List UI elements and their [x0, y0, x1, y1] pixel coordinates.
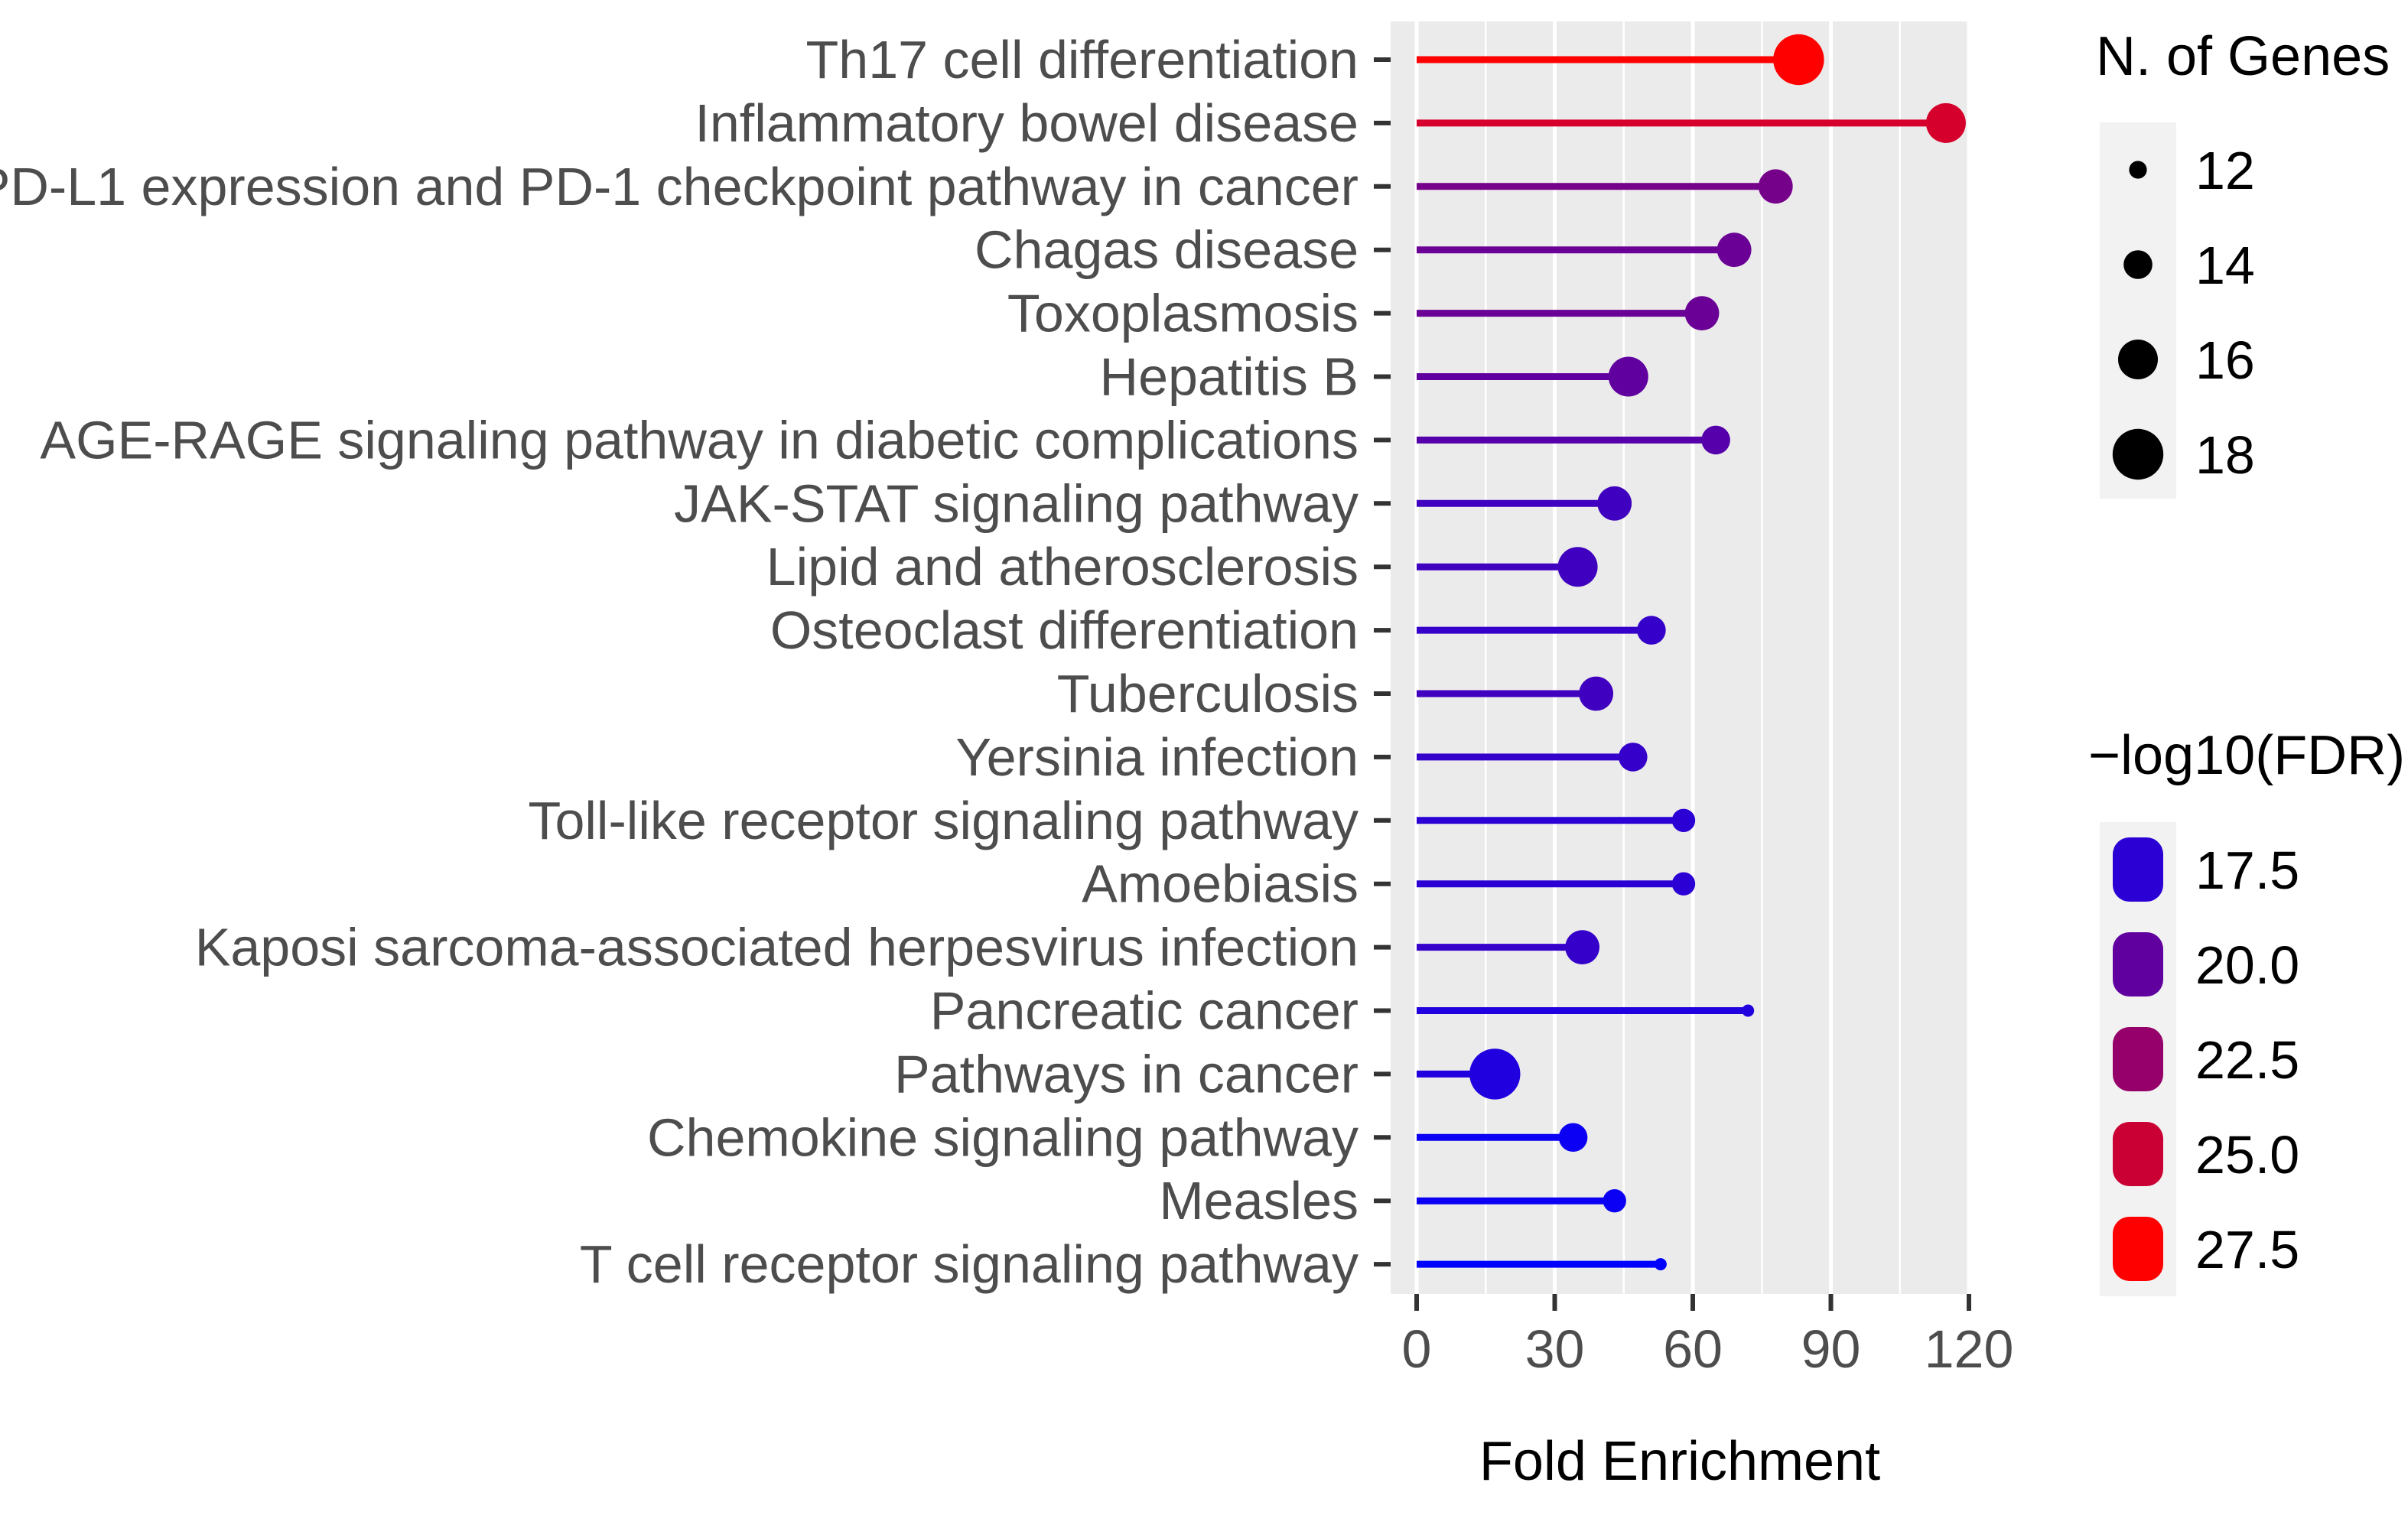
lollipop-point: [1579, 676, 1614, 711]
lollipop-point: [1701, 425, 1730, 455]
x-tick-label: 0: [1402, 1319, 1432, 1379]
color-legend: 17.5 20.0 22.5 25.0 27.5: [2113, 837, 2299, 1281]
x-tick-label: 30: [1525, 1319, 1585, 1379]
size-legend-key: [2118, 340, 2158, 379]
category-label: AGE-RAGE signaling pathway in diabetic c…: [40, 410, 1359, 470]
lollipop-point: [1557, 547, 1598, 587]
x-axis: 0 30 60 90 120: [1402, 1294, 2014, 1379]
category-label: Yersinia infection: [955, 727, 1359, 787]
size-legend-key: [2129, 161, 2147, 179]
lollipop-point: [1603, 1189, 1626, 1213]
color-legend-label: 25.0: [2195, 1125, 2299, 1185]
x-tick-label: 90: [1801, 1319, 1861, 1379]
y-axis-ticks: [1374, 57, 1391, 1267]
color-legend-title: −log10(FDR): [2088, 725, 2405, 786]
color-legend-key: [2113, 1027, 2163, 1091]
x-axis-title: Fold Enrichment: [1479, 1431, 1880, 1492]
plot-panel: [1391, 21, 1969, 1294]
color-legend-key: [2113, 932, 2163, 996]
size-legend-title: N. of Genes: [2096, 26, 2390, 87]
lollipop-points: [1469, 34, 1966, 1271]
category-label: Lipid and atherosclerosis: [766, 537, 1359, 597]
lollipop-point: [1558, 1123, 1588, 1153]
x-tick-label: 120: [1925, 1319, 2014, 1379]
category-label: Th17 cell differentiation: [806, 30, 1359, 89]
lollipop-point: [1671, 808, 1696, 833]
category-label: Hepatitis B: [1100, 347, 1359, 407]
color-legend-label: 27.5: [2195, 1220, 2299, 1279]
lollipop-point: [1608, 356, 1648, 397]
category-label: Pancreatic cancer: [930, 981, 1359, 1041]
color-legend-key: [2113, 837, 2163, 902]
lollipop-point: [1637, 616, 1666, 645]
x-gridlines: [1414, 21, 1971, 1294]
lollipop-point: [1597, 486, 1632, 521]
lollipop-point: [1773, 34, 1824, 86]
lollipop-point: [1654, 1258, 1667, 1271]
lollipop-point: [1742, 1004, 1755, 1017]
category-label: JAK-STAT signaling pathway: [674, 473, 1359, 533]
category-label: Chemokine signaling pathway: [647, 1107, 1359, 1167]
category-label: Toll-like receptor signaling pathway: [528, 791, 1359, 850]
category-label: Tuberculosis: [1057, 664, 1359, 723]
category-label: Kaposi sarcoma-associated herpesvirus in…: [195, 918, 1359, 977]
category-label: Amoebiasis: [1082, 854, 1359, 914]
size-legend-label: 18: [2195, 425, 2255, 485]
category-label: Osteoclast differentiation: [770, 600, 1359, 660]
x-tick-label: 60: [1663, 1319, 1723, 1379]
category-label: Inflammatory bowel disease: [695, 93, 1359, 153]
color-legend-key: [2113, 1217, 2163, 1281]
size-legend-label: 16: [2195, 330, 2255, 390]
category-label: Chagas disease: [975, 220, 1359, 280]
lollipop-point: [1925, 102, 1966, 143]
lollipop-point: [1618, 743, 1648, 772]
category-label: Toxoplasmosis: [1007, 284, 1359, 343]
lollipop-point: [1469, 1048, 1521, 1100]
lollipop-point: [1671, 872, 1696, 896]
category-label: Measles: [1159, 1171, 1359, 1231]
size-legend-key: [2112, 428, 2164, 480]
lollipop-point: [1565, 930, 1599, 964]
lollipop-stems: [1417, 56, 1946, 1268]
size-legend-label: 14: [2195, 236, 2255, 295]
category-label: T cell receptor signaling pathway: [580, 1234, 1359, 1294]
lollipop-point: [1758, 169, 1793, 204]
category-label: PD-L1 expression and PD-1 checkpoint pat…: [0, 157, 1359, 216]
size-legend-label: 12: [2195, 141, 2255, 200]
color-legend-label: 17.5: [2195, 840, 2299, 900]
color-legend-label: 20.0: [2195, 935, 2299, 995]
category-label: Pathways in cancer: [894, 1044, 1359, 1104]
size-legend: 12 14 16 18: [2112, 141, 2255, 485]
color-legend-label: 22.5: [2195, 1030, 2299, 1090]
lollipop-point: [1717, 232, 1752, 268]
color-legend-key: [2113, 1122, 2163, 1186]
lollipop-point: [1684, 296, 1720, 330]
size-legend-key: [2123, 250, 2153, 279]
